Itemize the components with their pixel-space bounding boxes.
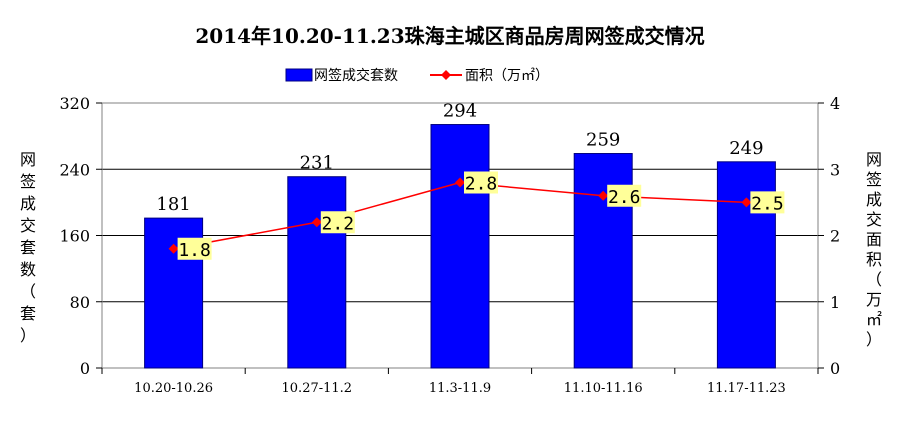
line-point-1 [311,217,322,228]
line-label-box-0 [177,237,212,260]
x-tick-label-2: 11.3-11.9 [429,381,491,396]
line-point-4 [741,197,752,208]
line-label-2: 2.8 [465,174,498,195]
line-labels: 1.8 2.2 2.8 2.6 2.5 [177,171,785,261]
line-label-box-3 [607,184,642,207]
y-right-tick-label-4: 4 [830,94,840,113]
y-left-tick-label-0: 0 [80,359,90,378]
ylabel-right-text: 网签成交面积（万㎡） [866,150,882,349]
legend-bar-label: 网签成交套数 [314,67,398,84]
y-axis-right-label: 网签成交面积（万㎡） [866,150,882,349]
bars [144,124,776,369]
bar-label-3: 259 [586,130,620,151]
legend-line-label: 面积（万㎡） [465,68,549,84]
legend-bar-swatch [285,68,313,82]
y-right-tick-label-1: 1 [830,293,840,312]
x-axis-ticks: 10.20-10.26 10.27-11.2 11.3-11.9 11.10-11.1… [101,368,819,396]
bar-2 [430,124,490,369]
bar-1 [287,176,347,369]
line-label-3: 2.6 [608,187,641,208]
line-label-box-2 [464,171,498,194]
y-right-tick-label-2: 2 [830,227,840,246]
line-label-box-4 [750,191,785,214]
bar-label-2: 294 [443,101,477,122]
line-series [168,177,752,254]
line-point-3 [598,190,609,201]
y-right-tick-label-0: 0 [830,359,840,378]
line-label-4: 2.5 [751,193,784,214]
line-label-0: 1.8 [178,240,211,261]
x-tick-label-0: 10.20-10.26 [134,381,213,396]
ylabel-left-text: 网签成交套数（套） [20,150,36,345]
y-left-tick-label-1: 80 [70,293,90,312]
line-point-2 [455,177,465,188]
y-left-tick-label-3: 240 [59,160,90,179]
chart-title: 2014年10.20-11.23珠海主城区商品房周网签成交情况 [195,24,704,48]
bar-label-1: 231 [300,153,334,174]
line-point-0 [168,243,179,254]
y-left-tick-label-4: 320 [59,94,90,113]
x-tick-label-3: 11.10-11.16 [564,381,643,396]
y-right-tick-label-3: 3 [830,160,840,179]
bar-label-0: 181 [156,194,190,215]
line-label-box-1 [320,211,355,234]
y-axis-right-ticks: 0 1 2 3 4 [818,94,840,378]
x-tick-label-1: 10.27-11.2 [282,381,353,396]
legend-line-marker [441,70,451,80]
legend: 网签成交套数 面积（万㎡） [285,67,549,84]
y-axis-left-label: 网签成交套数（套） [20,150,36,345]
x-tick-label-4: 11.17-11.23 [707,381,786,396]
bar-labels: 181 231 294 259 249 [156,101,763,216]
plot-area: 181 231 294 259 249 1.8 2.2 2.8 2.6 2.5 [101,101,819,369]
y-axis-left-ticks: 0 80 160 240 320 [59,94,102,378]
y-left-tick-label-2: 160 [59,227,90,246]
line-label-1: 2.2 [322,213,355,234]
bar-label-4: 249 [729,138,763,159]
